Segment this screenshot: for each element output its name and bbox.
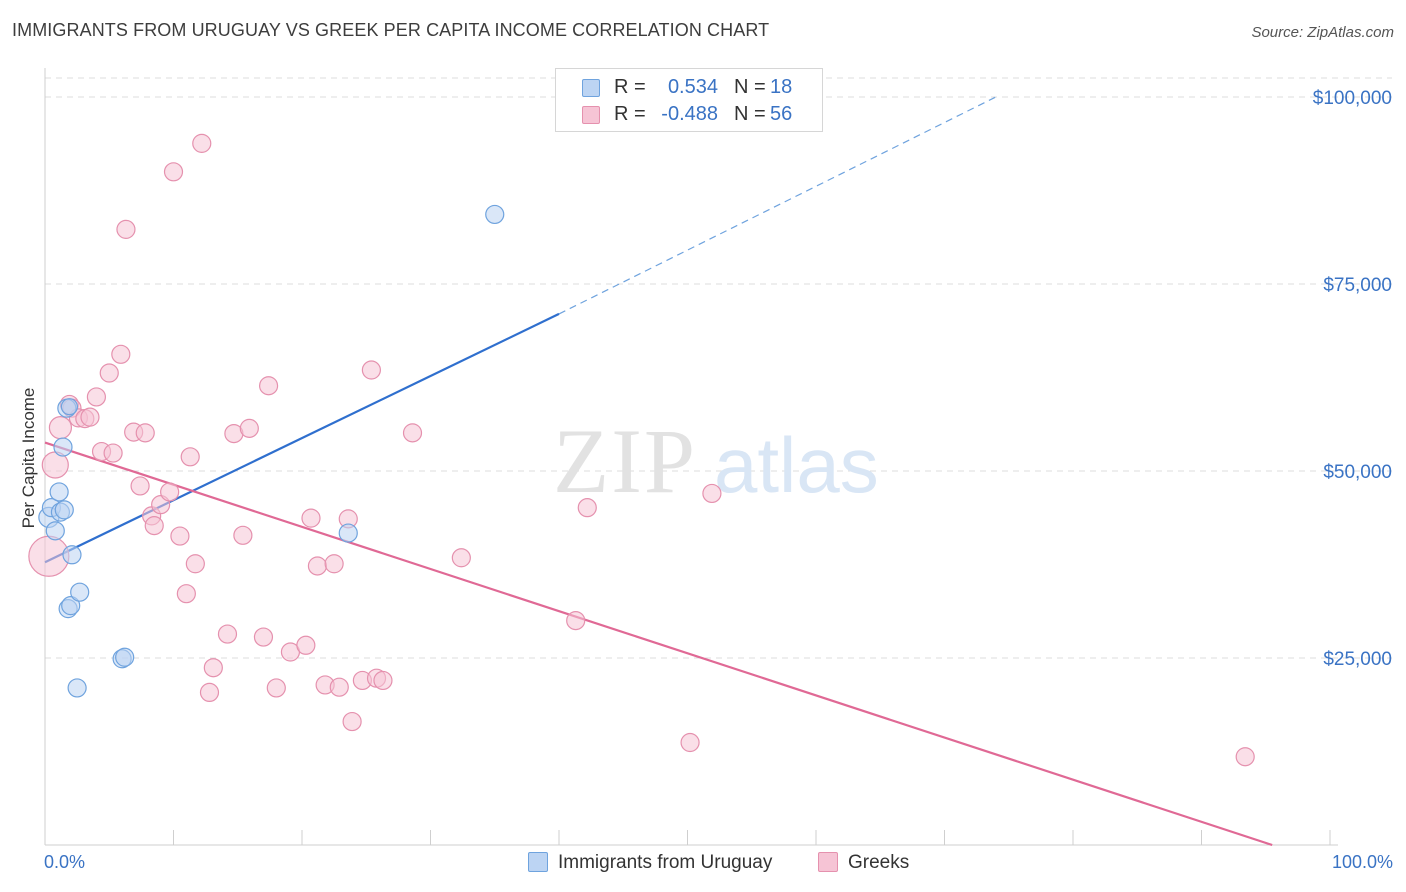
trend-line-greeks bbox=[44, 441, 1273, 847]
y-tick-label: $50,000 bbox=[1323, 462, 1392, 483]
point-uruguay bbox=[54, 500, 74, 520]
point-greeks bbox=[296, 635, 316, 655]
legend-swatch-uruguay bbox=[528, 852, 548, 872]
point-greeks bbox=[239, 418, 259, 438]
point-uruguay bbox=[62, 545, 82, 565]
legend-n-label: N = bbox=[734, 103, 766, 125]
legend-swatch-greeks bbox=[582, 106, 600, 124]
point-greeks bbox=[170, 526, 190, 546]
point-greeks bbox=[203, 658, 223, 678]
point-greeks bbox=[80, 407, 100, 427]
point-greeks bbox=[233, 525, 253, 545]
legend-n-label: N = bbox=[734, 76, 766, 98]
y-tick-labels: $25,000 $50,000 $75,000 $100,000 bbox=[1313, 88, 1392, 670]
point-greeks bbox=[702, 483, 722, 504]
legend-label-greeks: Greeks bbox=[848, 852, 910, 873]
x-tick-left: 0.0% bbox=[44, 852, 86, 872]
legend-item-uruguay: Immigrants from Uruguay bbox=[528, 852, 772, 874]
point-greeks bbox=[402, 423, 423, 443]
point-greeks bbox=[160, 482, 180, 502]
point-uruguay bbox=[338, 523, 358, 543]
point-greeks bbox=[99, 363, 119, 383]
gridlines bbox=[45, 77, 1392, 659]
point-uruguay bbox=[485, 204, 505, 225]
point-greeks bbox=[307, 556, 328, 576]
point-greeks bbox=[266, 678, 286, 698]
point-uruguay bbox=[70, 582, 90, 602]
point-greeks bbox=[130, 476, 150, 496]
y-tick-label: $100,000 bbox=[1313, 88, 1392, 109]
point-greeks bbox=[111, 344, 131, 364]
point-uruguay bbox=[49, 482, 69, 502]
source-label: Source: ZipAtlas.com bbox=[1251, 24, 1394, 41]
point-greeks bbox=[324, 554, 344, 574]
point-greeks bbox=[217, 624, 238, 644]
point-greeks bbox=[1235, 747, 1255, 767]
point-uruguay bbox=[61, 596, 81, 616]
legend-swatch-uruguay bbox=[582, 79, 600, 97]
watermark-atlas: atlas bbox=[714, 421, 879, 509]
trend-lines bbox=[44, 96, 1273, 847]
legend-row-greeks: R = -0.488 N = 56 bbox=[556, 101, 822, 129]
legend-row-uruguay: R = 0.534 N = 18 bbox=[556, 74, 822, 102]
trend-line-uruguay-extension bbox=[558, 96, 997, 315]
point-greeks bbox=[192, 133, 212, 153]
legend-r-value: 0.534 bbox=[667, 76, 718, 98]
point-greeks bbox=[185, 554, 205, 574]
y-tick-label: $25,000 bbox=[1323, 649, 1392, 670]
point-uruguay bbox=[45, 521, 65, 541]
point-greeks bbox=[135, 423, 155, 443]
data-points bbox=[28, 133, 1255, 767]
point-greeks bbox=[144, 516, 164, 536]
legend-swatch-greeks bbox=[818, 852, 838, 872]
point-greeks bbox=[342, 711, 362, 732]
point-greeks bbox=[301, 508, 321, 528]
point-uruguay bbox=[115, 647, 135, 667]
point-greeks bbox=[48, 416, 73, 440]
point-greeks bbox=[373, 670, 393, 691]
point-greeks bbox=[680, 732, 700, 753]
point-greeks bbox=[180, 447, 200, 467]
y-tick-label: $75,000 bbox=[1323, 275, 1392, 296]
point-greeks bbox=[199, 682, 220, 703]
legend-r-label: R = bbox=[614, 103, 646, 125]
legend-label-uruguay: Immigrants from Uruguay bbox=[558, 852, 773, 873]
point-greeks bbox=[329, 677, 349, 697]
point-greeks bbox=[577, 498, 597, 518]
correlation-legend: R = 0.534 N = 18 R = -0.488 N = 56 bbox=[555, 68, 823, 132]
legend-n-value: 18 bbox=[770, 76, 793, 98]
chart-title: IMMIGRANTS FROM URUGUAY VS GREEK PER CAP… bbox=[12, 20, 770, 40]
point-greeks bbox=[253, 627, 274, 647]
point-uruguay bbox=[60, 398, 79, 416]
trend-line-uruguay bbox=[44, 312, 560, 564]
point-greeks bbox=[103, 443, 123, 463]
legend-n-value: 56 bbox=[770, 103, 793, 125]
point-greeks bbox=[451, 548, 471, 568]
legend-r-label: R = bbox=[614, 76, 646, 98]
point-greeks bbox=[163, 162, 184, 182]
point-greeks bbox=[176, 584, 196, 604]
y-axis-label: Per Capita Income bbox=[19, 387, 38, 529]
point-greeks bbox=[258, 376, 279, 396]
watermark-zip: ZIP bbox=[553, 410, 697, 512]
legend-item-greeks: Greeks bbox=[818, 852, 909, 874]
point-greeks bbox=[361, 360, 381, 380]
point-greeks bbox=[566, 610, 586, 631]
point-uruguay bbox=[53, 437, 73, 457]
point-greeks bbox=[116, 219, 136, 239]
x-tick-right: 100.0% bbox=[1331, 852, 1393, 872]
point-greeks bbox=[86, 387, 107, 407]
watermark: ZIP atlas bbox=[553, 410, 879, 512]
legend-r-value: -0.488 bbox=[661, 103, 718, 125]
point-uruguay bbox=[67, 678, 87, 698]
